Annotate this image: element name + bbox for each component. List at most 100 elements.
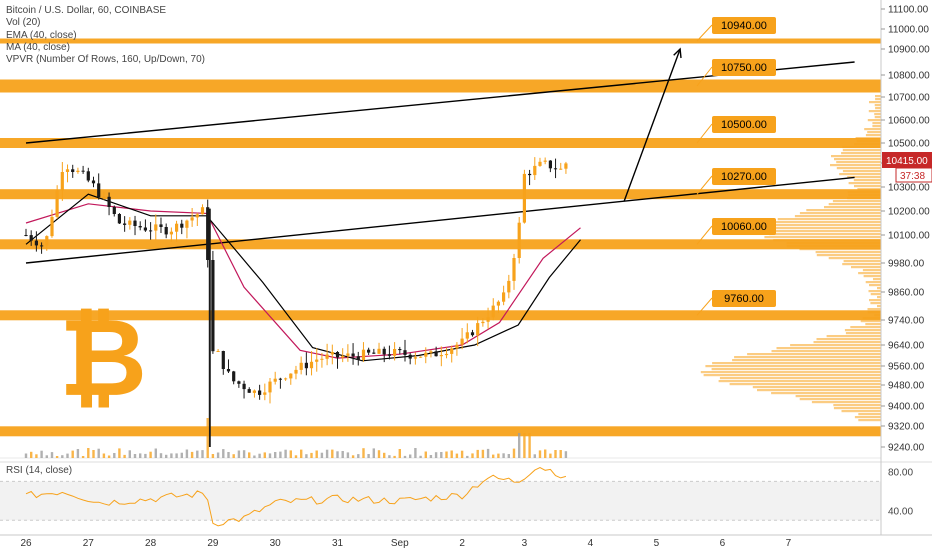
- candle-body: [71, 169, 75, 172]
- candle-body: [81, 170, 85, 172]
- volume-bar: [336, 451, 339, 458]
- volume-bar: [294, 455, 298, 458]
- candle-body: [45, 236, 49, 246]
- price-axis[interactable]: 11100.00 11000.00 10900.00 10800.00 10700.00…: [880, 0, 932, 535]
- vpvr-bar: [869, 299, 881, 302]
- indicator-ma[interactable]: MA (40, close): [6, 41, 70, 53]
- vpvr-bar: [826, 335, 881, 338]
- rsi-tick-label: 80.00: [888, 468, 913, 479]
- time-axis[interactable]: 26 27 28 29 30 31 Sep 2 3 4 5 6 7: [0, 534, 932, 549]
- level-zone: [0, 310, 881, 321]
- volume-bar: [460, 450, 464, 458]
- volume-bar: [30, 451, 33, 458]
- indicator-ema[interactable]: EMA (40, close): [6, 29, 77, 41]
- candle-body: [216, 351, 220, 352]
- volume-bar: [403, 455, 407, 458]
- candle-body: [496, 301, 500, 306]
- volume-bar: [227, 452, 230, 458]
- candle-body: [424, 352, 428, 357]
- candle-body: [351, 353, 355, 357]
- candle-body: [403, 350, 407, 355]
- candle-body: [367, 349, 371, 353]
- indicator-vpvr[interactable]: VPVR (Number Of Rows, 160, Up/Down, 70): [6, 54, 205, 66]
- vpvr-bar: [747, 353, 881, 356]
- vpvr-bar: [874, 104, 881, 107]
- volume-bar: [300, 449, 303, 458]
- time-tick-label: 27: [83, 538, 95, 549]
- vpvr-bar: [712, 362, 881, 365]
- vpvr-bar: [851, 266, 881, 269]
- price-tick-label: 11000.00: [888, 25, 929, 36]
- indicator-vol[interactable]: Vol (20): [6, 17, 41, 29]
- vpvr-bar: [828, 257, 881, 260]
- volume-bars: [0, 418, 881, 459]
- volume-bar: [414, 448, 417, 458]
- vpvr-bar: [862, 317, 881, 320]
- symbol-title[interactable]: Bitcoin / U.S. Dollar, 60, COINBASE: [6, 5, 167, 16]
- ema-line: [25, 203, 581, 359]
- volume-bar: [518, 433, 521, 458]
- volume-bar: [528, 433, 531, 458]
- vpvr-bar: [764, 236, 881, 239]
- key-level-labels[interactable]: 10940.00 10750.00 10500.00 10270.00 10060.00…: [696, 17, 776, 316]
- rsi-pane: 80.00 40.00: [0, 461, 932, 527]
- vpvr-bar: [752, 386, 881, 389]
- volume-bar: [549, 453, 552, 458]
- candle-body: [434, 351, 438, 357]
- volume-bar: [274, 452, 277, 458]
- volume-bar: [102, 453, 106, 458]
- vpvr-bar: [773, 239, 881, 242]
- candle-body: [486, 317, 490, 322]
- volume-bar: [35, 454, 38, 458]
- candle-body: [548, 160, 552, 169]
- volume-bar: [133, 454, 137, 458]
- vpvr-bar: [854, 143, 881, 146]
- candle-body: [393, 349, 397, 356]
- volume-bar: [367, 454, 370, 458]
- candle-body: [164, 227, 168, 235]
- volume-bar: [211, 454, 215, 458]
- candle-body: [465, 332, 469, 339]
- volume-bar: [196, 450, 199, 458]
- vpvr-bar: [842, 263, 881, 266]
- vpvr-bar: [868, 110, 881, 113]
- candle-body: [341, 355, 345, 358]
- vpvr-bar: [856, 140, 881, 143]
- volume-bar: [507, 454, 510, 458]
- volume-bar: [357, 454, 360, 458]
- arrow-head: [673, 47, 682, 59]
- label-connector: [696, 66, 713, 87]
- vpvr-bar: [777, 218, 881, 221]
- vpvr-bar: [858, 413, 881, 416]
- vpvr-bar: [860, 320, 881, 323]
- volume-bar: [310, 452, 313, 458]
- candle-body: [387, 354, 391, 356]
- candle-body: [237, 381, 241, 384]
- volume-bar: [409, 454, 412, 458]
- vpvr-bar: [771, 350, 881, 353]
- vpvr-bar: [836, 167, 881, 170]
- vpvr-bar: [799, 398, 881, 401]
- candle-body: [538, 161, 542, 166]
- price-tick-label: 9240.00: [888, 443, 925, 454]
- candle-body: [138, 226, 142, 228]
- volume-bar: [165, 454, 168, 458]
- vpvr-bar: [828, 203, 881, 206]
- volume-bar: [393, 455, 396, 458]
- vpvr-bar: [760, 227, 881, 230]
- vpvr-bar: [845, 332, 881, 335]
- vpvr-bar: [762, 230, 881, 233]
- candle-body: [65, 169, 70, 172]
- candle-body: [268, 381, 272, 393]
- volume-bar: [50, 452, 54, 458]
- candle-body: [86, 171, 90, 181]
- candle-body: [304, 362, 308, 369]
- candle-body: [356, 356, 360, 360]
- chart-legend: Bitcoin / U.S. Dollar, 60, COINBASE Vol …: [6, 5, 205, 66]
- rsi-title[interactable]: RSI (14, close): [6, 465, 73, 476]
- vpvr-bar: [875, 107, 881, 110]
- volume-bar: [253, 455, 256, 458]
- time-tick-label: 7: [786, 538, 792, 549]
- price-tick-label: 9320.00: [888, 422, 925, 433]
